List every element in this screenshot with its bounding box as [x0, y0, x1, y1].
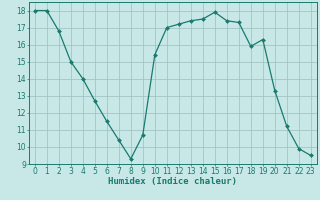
X-axis label: Humidex (Indice chaleur): Humidex (Indice chaleur): [108, 177, 237, 186]
